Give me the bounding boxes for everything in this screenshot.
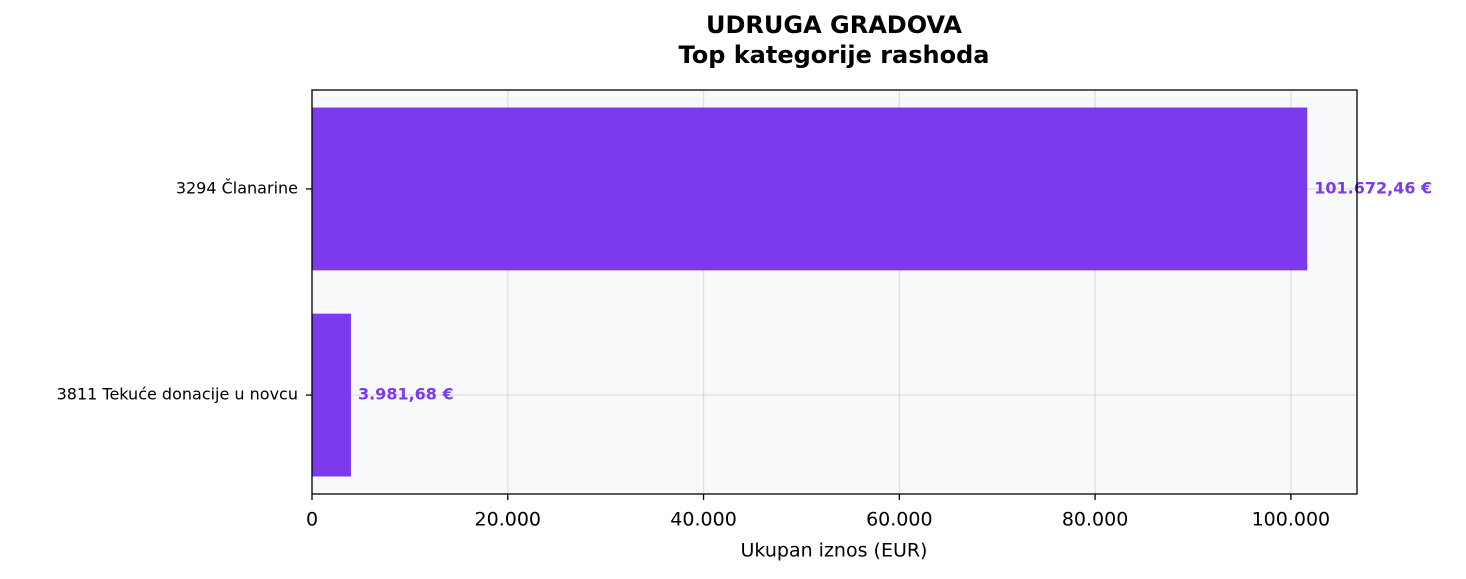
plot-frame: [311, 89, 1358, 495]
bar: [312, 313, 351, 477]
x-tick-label: 20.000: [475, 509, 541, 531]
value-label: 3.981,68 €: [358, 385, 454, 404]
x-tick-label: 0: [306, 509, 318, 531]
value-label: 101.672,46 €: [1314, 178, 1432, 197]
x-tick-label: 60.000: [866, 509, 932, 531]
x-tick-label: 80.000: [1062, 509, 1128, 531]
chart-title: UDRUGA GRADOVA: [706, 11, 962, 39]
x-tick-label: 100.000: [1252, 509, 1331, 531]
x-axis-label: Ukupan iznos (EUR): [741, 540, 928, 562]
chart-title: Top kategorije rashoda: [679, 41, 990, 69]
x-tick-label: 40.000: [670, 509, 736, 531]
bar: [312, 107, 1308, 271]
y-tick-label: 3294 Članarine: [176, 178, 298, 197]
y-tick-label: 3811 Tekuće donacije u novcu: [57, 385, 298, 404]
